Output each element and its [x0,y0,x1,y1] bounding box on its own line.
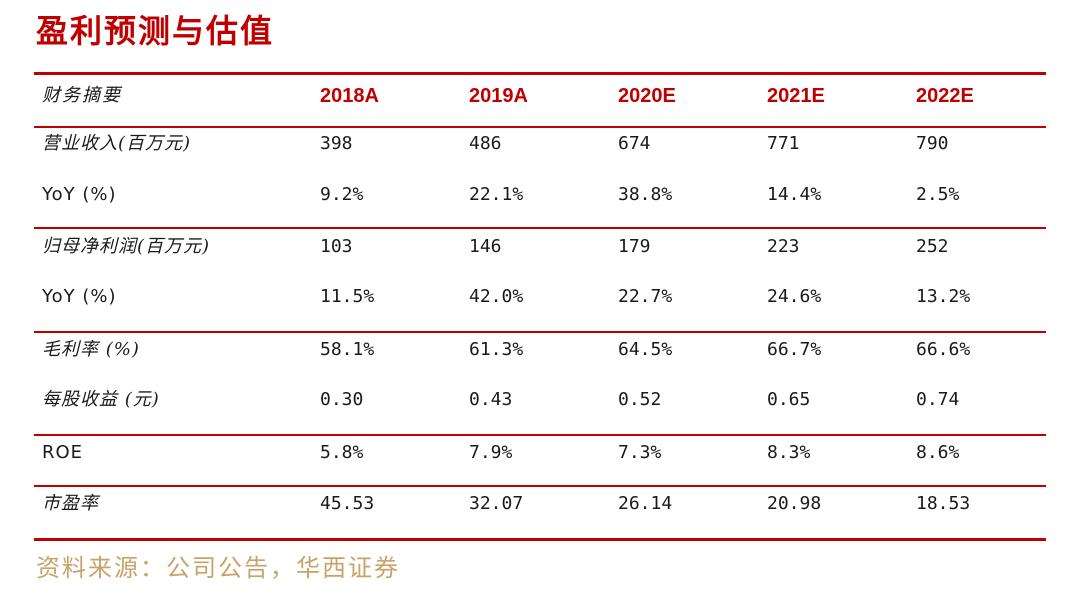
table-row: 市盈率 45.53 32.07 26.14 20.98 18.53 [34,484,1046,524]
group-rule [34,227,1046,229]
table-cell: 0.43 [469,389,513,410]
table-cell: 38.8% [618,184,673,205]
top-rule [34,72,1046,75]
row-label: ROE [42,442,84,463]
table-cell: 0.30 [320,389,364,410]
table-cell: 24.6% [767,286,822,307]
table-cell: 14.4% [767,184,822,205]
row-label: 营业收入(百万元) [42,133,192,154]
header-year: 2018A [320,85,379,107]
table-cell: 0.74 [916,389,960,410]
table-cell: 252 [916,236,949,257]
source-note: 资料来源：公司公告，华西证券 [36,554,400,582]
table-cell: 58.1% [320,339,375,360]
group-rule [34,331,1046,333]
row-label: 毛利率 (%) [42,339,140,360]
header-year: 2021E [767,85,825,107]
header-rule [34,126,1046,128]
table-cell: 64.5% [618,339,673,360]
table-cell: 0.52 [618,389,662,410]
table-cell: 179 [618,236,651,257]
table-cell: 486 [469,133,502,154]
table-cell: 20.98 [767,493,822,514]
table-cell: 11.5% [320,286,375,307]
table-row: 归母净利润(百万元) 103 146 179 223 252 [34,227,1046,267]
table-row: YoY (%) 9.2% 22.1% 38.8% 14.4% 2.5% [34,175,1046,215]
table-row: ROE 5.8% 7.9% 7.3% 8.3% 8.6% [34,433,1046,473]
bottom-rule [34,538,1046,541]
table-cell: 66.6% [916,339,971,360]
row-label: 每股收益 (元) [42,389,160,410]
table-cell: 66.7% [767,339,822,360]
table-row: YoY (%) 11.5% 42.0% 22.7% 24.6% 13.2% [34,277,1046,317]
table-cell: 771 [767,133,800,154]
header-year: 2022E [916,85,974,107]
table-cell: 223 [767,236,800,257]
group-rule [34,434,1046,436]
header-year: 2019A [469,85,528,107]
row-label: 市盈率 [42,493,99,514]
table-cell: 13.2% [916,286,971,307]
row-label: YoY (%) [42,286,117,307]
table-cell: 674 [618,133,651,154]
table-cell: 103 [320,236,353,257]
row-label: YoY (%) [42,184,117,205]
table-cell: 7.3% [618,442,662,463]
table-cell: 22.1% [469,184,524,205]
table-cell: 18.53 [916,493,971,514]
table-cell: 0.65 [767,389,811,410]
page-title: 盈利预测与估值 [36,12,275,50]
table-cell: 61.3% [469,339,524,360]
table-cell: 45.53 [320,493,375,514]
table-cell: 9.2% [320,184,364,205]
row-label: 归母净利润(百万元) [42,236,211,257]
header-label: 财务摘要 [42,85,122,106]
table-row: 毛利率 (%) 58.1% 61.3% 64.5% 66.7% 66.6% [34,330,1046,370]
table-cell: 146 [469,236,502,257]
table-row: 每股收益 (元) 0.30 0.43 0.52 0.65 0.74 [34,380,1046,420]
table-cell: 8.3% [767,442,811,463]
group-rule [34,485,1046,487]
table-cell: 2.5% [916,184,960,205]
header-year: 2020E [618,85,676,107]
table-cell: 398 [320,133,353,154]
table-row: 营业收入(百万元) 398 486 674 771 790 [34,124,1046,164]
table-cell: 7.9% [469,442,513,463]
table-header-row: 财务摘要 2018A 2019A 2020E 2021E 2022E [34,76,1046,116]
table-cell: 5.8% [320,442,364,463]
table-cell: 790 [916,133,949,154]
table-cell: 22.7% [618,286,673,307]
table-cell: 26.14 [618,493,673,514]
table-cell: 8.6% [916,442,960,463]
table-cell: 42.0% [469,286,524,307]
table-cell: 32.07 [469,493,524,514]
